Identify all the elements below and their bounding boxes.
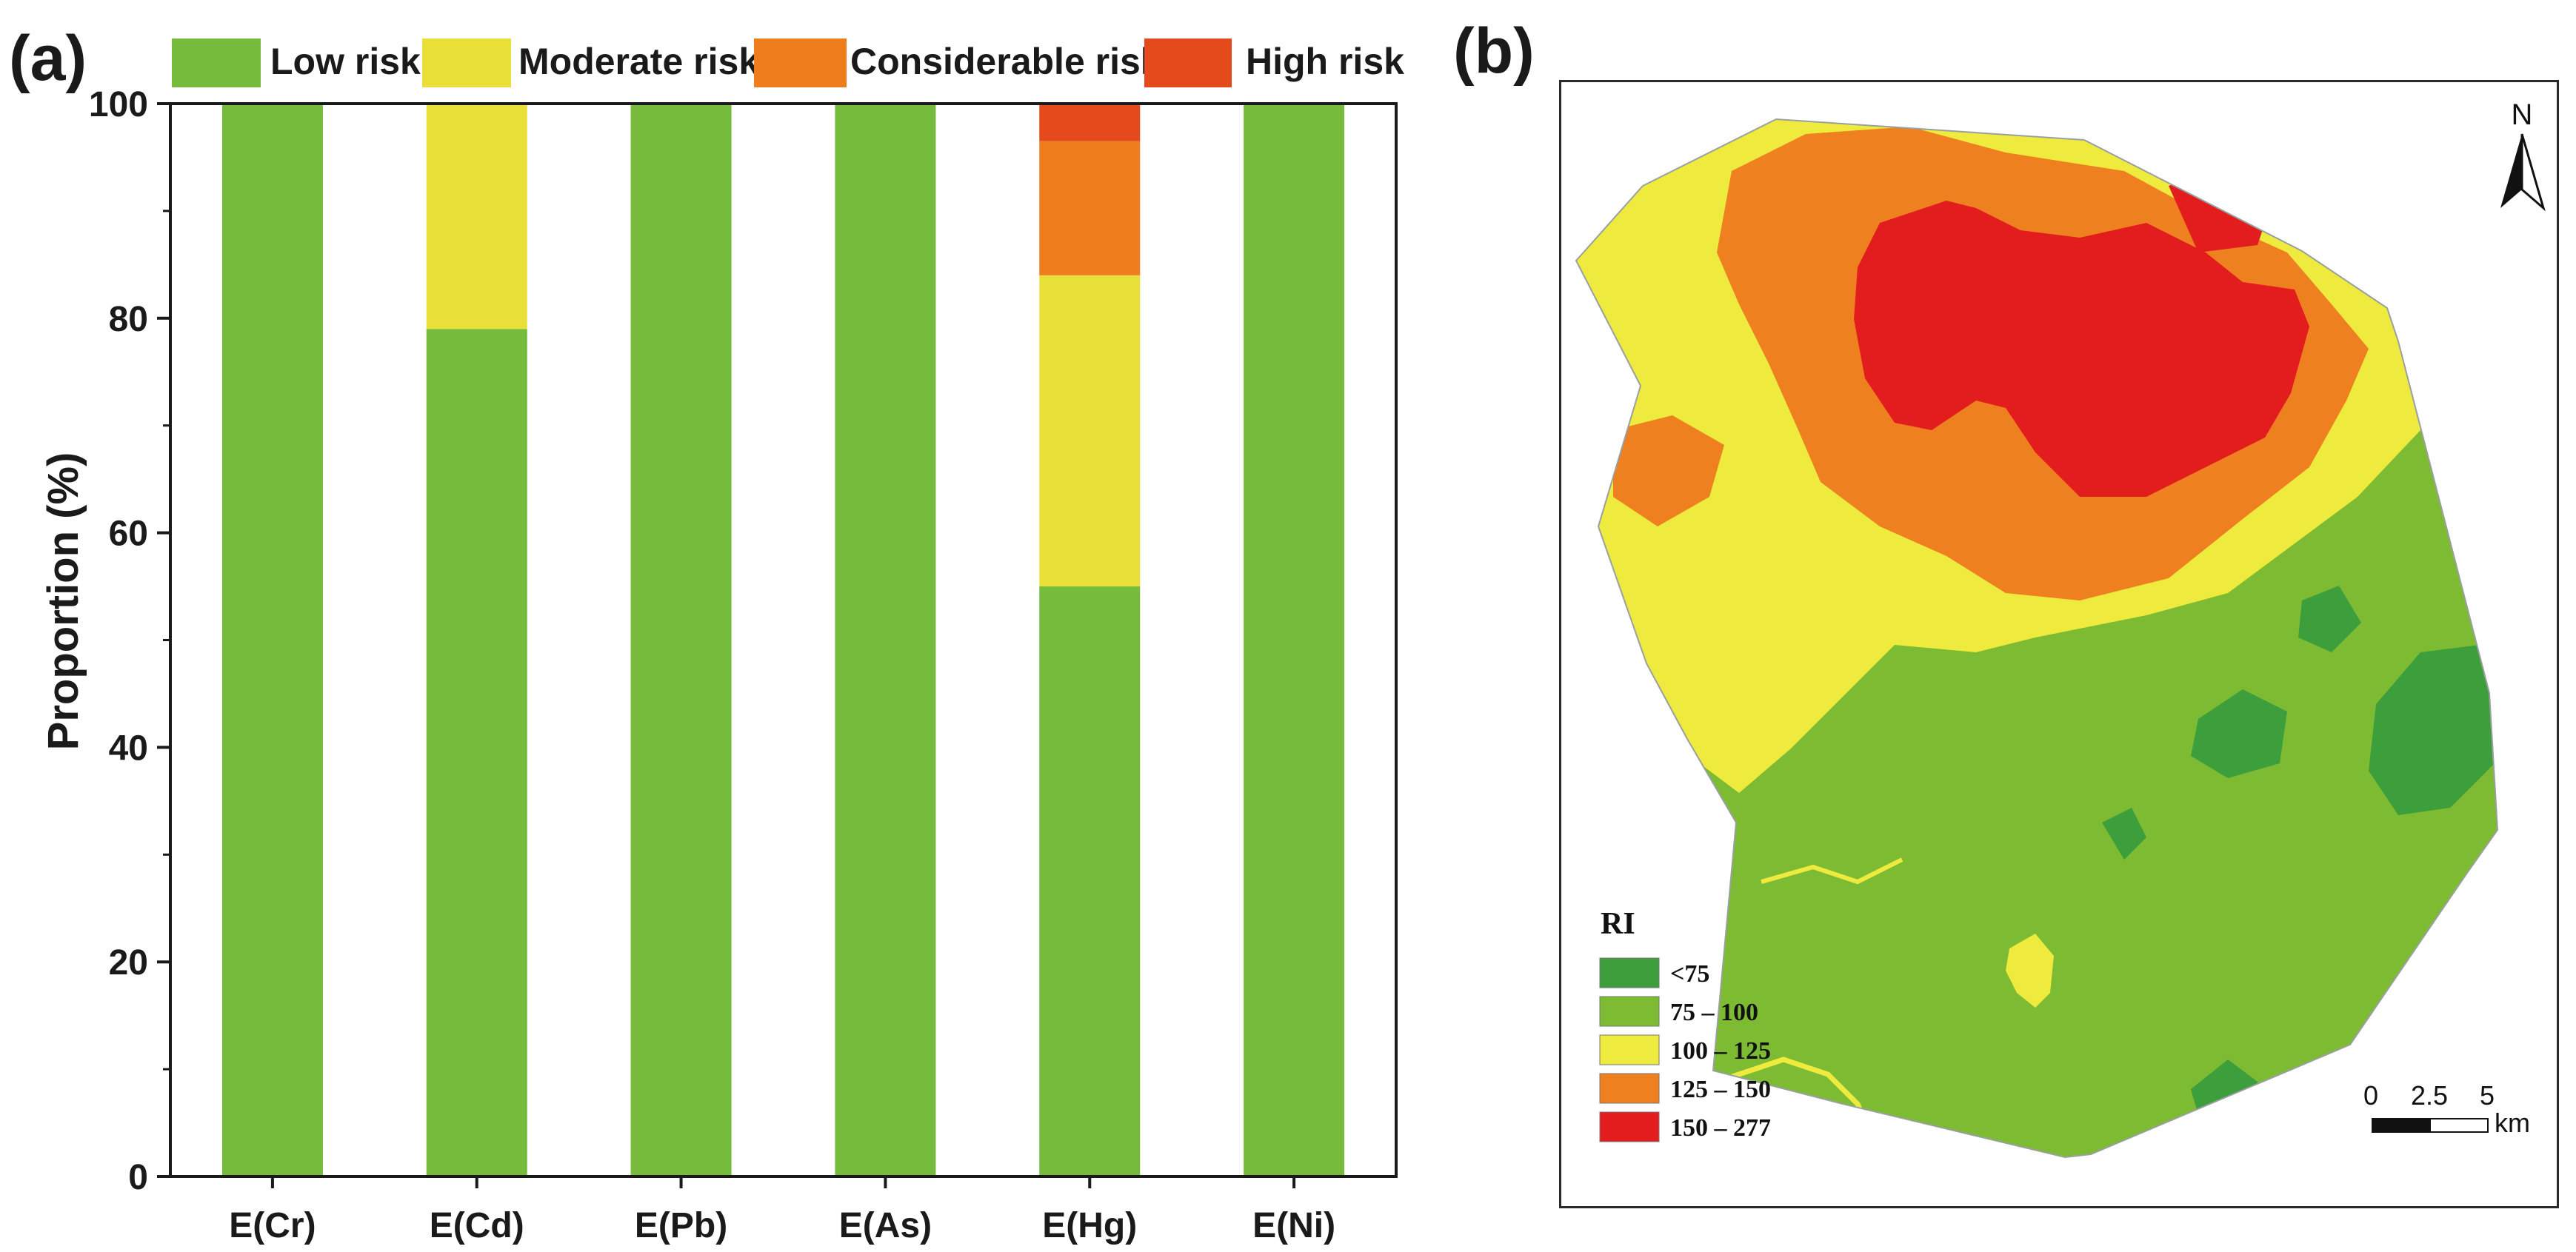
scale-tick-5: 5 <box>2480 1080 2495 1111</box>
bar-ehg-moderate-risk <box>1039 275 1141 587</box>
scale-unit: km <box>2495 1108 2530 1138</box>
legend-swatch-low-risk <box>172 39 261 87</box>
map-legend-label-4: 125 – 150 <box>1670 1076 1771 1103</box>
map-frame: N RI <75 75 – 100 100 – 125 125 – 150 15… <box>1559 80 2559 1208</box>
y-axis-title: Proportion (%) <box>39 452 87 751</box>
north-arrow-icon <box>2500 134 2522 208</box>
y-tick-label: 40 <box>109 729 148 768</box>
y-tick-label: 20 <box>109 943 148 982</box>
x-tick-label: E(Hg) <box>1042 1206 1137 1245</box>
scale-bar: 0 2.5 5 km <box>2363 1080 2530 1138</box>
x-tick-label: E(Cd) <box>430 1206 524 1245</box>
map-zone-below-75 <box>2369 645 2497 815</box>
map-legend-swatch-4 <box>1599 1073 1660 1104</box>
map-stream <box>1761 857 1903 885</box>
legend-swatch-considerable-risk <box>754 39 847 87</box>
bar-ehg-high-risk <box>1039 104 1141 141</box>
panel-a-chart: (a) Low risk Moderate risk Considerable … <box>9 23 1404 1245</box>
north-arrow: N <box>2500 98 2546 212</box>
panel-b-label: (b) <box>1453 16 1535 87</box>
y-tick-label: 80 <box>109 300 148 339</box>
bar-eas-low-risk <box>835 104 936 1176</box>
north-label: N <box>2512 98 2533 131</box>
map-zone-below-75-b <box>2191 689 2287 778</box>
map-zone-below-75-d <box>2298 586 2361 652</box>
plot-frame <box>169 102 1398 1178</box>
north-arrow-outline-icon <box>2520 133 2546 212</box>
map-legend-label-3: 100 – 125 <box>1670 1037 1771 1065</box>
legend: Low risk Moderate risk Considerable risk… <box>172 39 1404 87</box>
legend-label-considerable-risk: Considerable risk <box>850 41 1161 82</box>
risk-map: N RI <75 75 – 100 100 – 125 125 – 150 15… <box>1575 98 2546 1159</box>
bar-ehg-low-risk <box>1039 586 1141 1176</box>
x-tick-label: E(Ni) <box>1252 1206 1335 1245</box>
map-lake <box>2006 934 2054 1008</box>
panel-a-label: (a) <box>9 23 87 94</box>
bar-eni-low-risk <box>1244 104 1345 1176</box>
map-legend-swatch-2 <box>1599 996 1660 1027</box>
legend-label-moderate-risk: Moderate risk <box>518 41 759 82</box>
map-legend-swatch-3 <box>1599 1034 1660 1065</box>
x-tick-label: E(As) <box>839 1206 932 1245</box>
map-legend-label-1: <75 <box>1670 960 1709 988</box>
map-zone-125-150-west <box>1613 415 1724 526</box>
y-tick-label: 0 <box>128 1158 148 1197</box>
legend-label-high-risk: High risk <box>1246 41 1404 82</box>
map-legend-swatch-1 <box>1599 957 1660 988</box>
scale-tick-2-5: 2.5 <box>2411 1080 2448 1111</box>
bar-ecd-low-risk <box>426 329 527 1176</box>
map-legend-swatch-5 <box>1599 1111 1660 1142</box>
bar-epb-low-risk <box>630 104 732 1176</box>
x-tick-label: E(Pb) <box>635 1206 727 1245</box>
legend-swatch-high-risk <box>1144 39 1232 87</box>
legend-label-low-risk: Low risk <box>270 41 421 82</box>
bar-ecd-moderate-risk <box>426 104 527 329</box>
bar-ehg-considerable-risk <box>1039 141 1141 275</box>
legend-swatch-moderate-risk <box>422 39 511 87</box>
x-tick-label: E(Cr) <box>229 1206 316 1245</box>
scale-bar-white <box>2429 1118 2489 1133</box>
map-legend-label-2: 75 – 100 <box>1670 999 1758 1026</box>
map-zone-150-277 <box>1854 201 2309 497</box>
map-legend-label-5: 150 – 277 <box>1670 1114 1771 1142</box>
map-legend-title: RI <box>1601 907 1635 941</box>
y-tick-label: 60 <box>109 515 148 554</box>
y-tick-label: 100 <box>89 85 148 124</box>
scale-tick-0: 0 <box>2363 1080 2378 1111</box>
map-region-outline <box>1575 118 2499 1159</box>
bar-ecr-low-risk <box>221 104 323 1176</box>
scale-bar-black <box>2372 1118 2431 1133</box>
map-legend: RI <75 75 – 100 100 – 125 125 – 150 150 … <box>1599 907 1771 1142</box>
map-zone-below-75-e <box>2102 808 2146 860</box>
